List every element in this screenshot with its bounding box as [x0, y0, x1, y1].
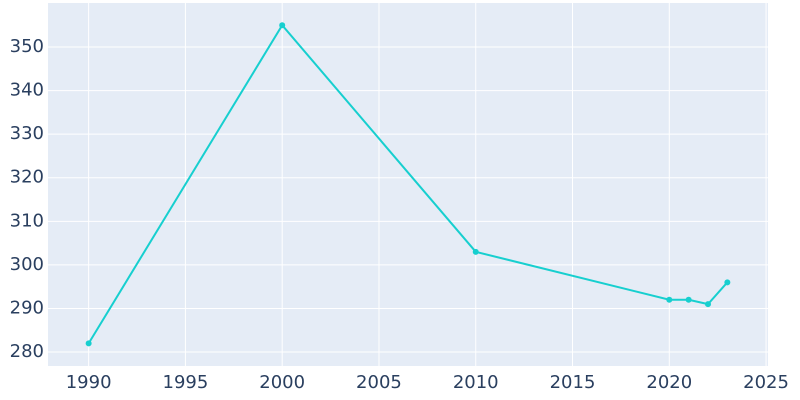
x-tick-label: 1990	[66, 372, 112, 393]
point	[685, 296, 692, 303]
y-tick-label: 280	[10, 341, 44, 362]
point	[705, 301, 711, 308]
x-tick-label: 2015	[550, 372, 596, 393]
point	[85, 340, 92, 347]
x-tick-label: 2005	[356, 372, 402, 393]
x-tick-label: 2025	[743, 372, 789, 393]
x-tick-label: 2020	[646, 372, 692, 393]
x-tick-label: 1995	[163, 372, 209, 393]
plot-area	[48, 3, 768, 366]
x-tick-label: 2000	[259, 372, 305, 393]
y-tick-label: 300	[10, 254, 44, 275]
y-tick-label: 290	[10, 297, 44, 318]
y-tick-label: 310	[10, 210, 44, 231]
y-tick-label: 340	[10, 80, 44, 101]
y-tick-label: 330	[10, 123, 44, 144]
y-tick-label: 320	[10, 167, 44, 188]
point	[279, 22, 286, 29]
point	[472, 248, 479, 255]
point	[724, 279, 731, 286]
x-tick-label: 2010	[453, 372, 499, 393]
y-tick-label: 350	[10, 36, 44, 57]
point	[666, 296, 673, 303]
